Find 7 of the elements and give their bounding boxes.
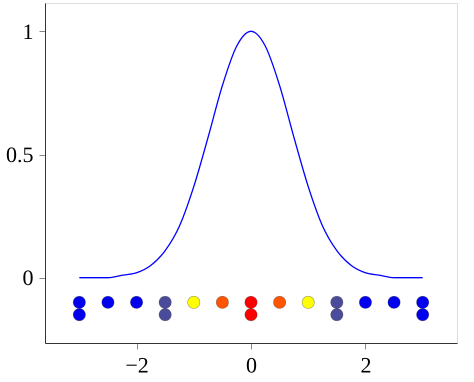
y-tick-label: 0.5 [6, 142, 34, 168]
x-tick-label: 0 [246, 352, 257, 378]
line-series [78, 30, 424, 278]
y-tick-label: 0 [22, 265, 34, 290]
x-tick-label: 2 [360, 352, 372, 378]
y-tick-label: 1 [22, 18, 34, 44]
x-tick-label: −2 [125, 352, 149, 378]
